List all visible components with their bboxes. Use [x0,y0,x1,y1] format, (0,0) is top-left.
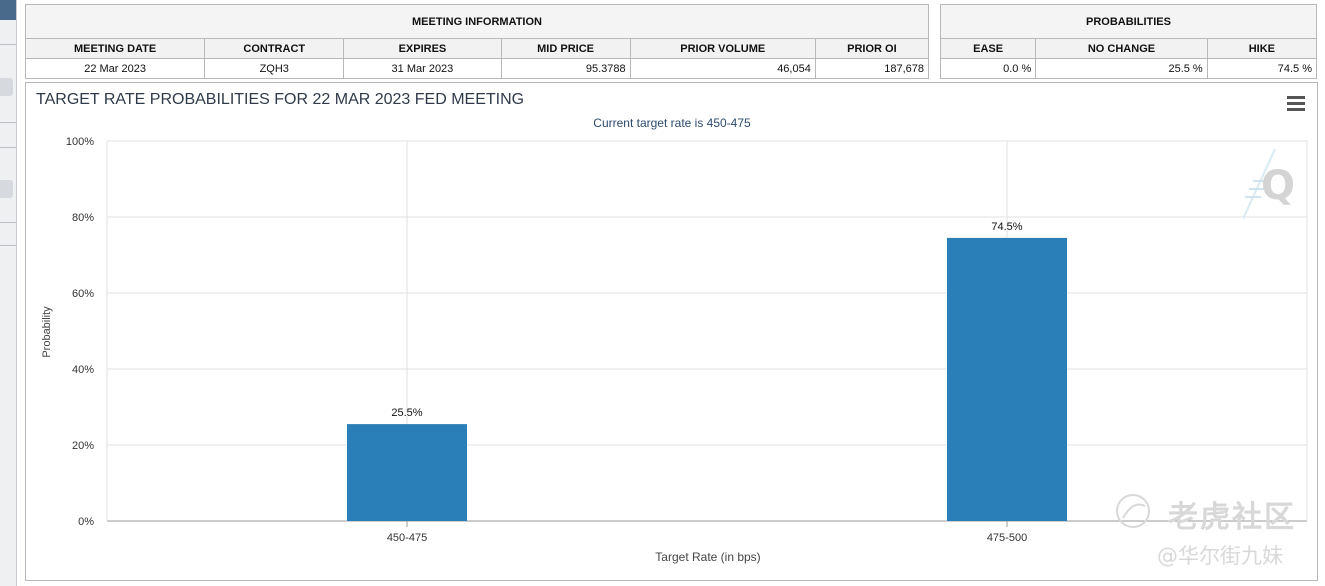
sidebar-divider [0,147,16,148]
col-mid-price: MID PRICE [500,38,631,59]
chart-subtitle: Current target rate is 450-475 [593,116,751,130]
y-axis-title: Probability [41,306,53,358]
col-hike: HIKE [1206,38,1318,59]
col-ease: EASE [939,38,1037,59]
meeting-information-table: MEETING INFORMATION MEETING DATE CONTRAC… [24,4,930,79]
x-tick-label: 475-500 [987,532,1027,544]
mid-price-value: 95.3788 [500,58,631,79]
y-tick-label: 60% [72,288,94,300]
sidebar-button[interactable] [0,180,13,198]
q-logo-icon: Q [1243,149,1295,219]
y-tick-label: 0% [78,516,94,528]
sidebar-button[interactable] [0,78,13,96]
sidebar-divider [0,245,16,246]
probabilities-header: PROBABILITIES [940,4,1317,39]
bar-chart: 0% 20% 40% 60% 80% 100% 25.5% 450-475 74.5% 475-5… [36,91,1308,564]
y-tick-label: 80% [72,212,94,224]
col-no-change: NO CHANGE [1035,38,1208,59]
sidebar-divider [0,122,16,123]
col-prior-volume: PRIOR VOLUME [629,38,816,59]
tiger-logo-icon [1116,494,1150,528]
left-sidebar [0,0,17,586]
probabilities-table: PROBABILITIES EASE NO CHANGE HIKE 0.0 % … [939,4,1318,79]
ease-value: 0.0 % [939,58,1037,79]
watermark-community: 老虎社区 [1168,500,1296,535]
chart-panel: 0% 20% 40% 60% 80% 100% 25.5% 450-475 74.5% 475-5… [25,82,1318,581]
x-axis-title: Target Rate (in bps) [655,550,760,564]
x-tick-label: 450-475 [387,532,427,544]
expires-value: 31 Mar 2023 [343,58,502,79]
sidebar-divider [0,222,16,223]
prior-volume-value: 46,054 [629,58,816,79]
y-tick-label: 20% [72,440,94,452]
meeting-date-value: 22 Mar 2023 [24,58,206,79]
chart-menu-icon[interactable] [1287,96,1305,112]
col-meeting-date: MEETING DATE [24,38,206,59]
sidebar-active-tab[interactable] [0,0,16,20]
contract-value: ZQH3 [204,58,345,79]
y-tick-label: 100% [66,136,94,148]
bar-data-label: 74.5% [991,221,1022,233]
col-contract: CONTRACT [204,38,345,59]
bar-450-475[interactable] [347,424,467,521]
bar-475-500[interactable] [947,237,1067,521]
meeting-information-header: MEETING INFORMATION [25,4,929,39]
y-tick-label: 40% [72,364,94,376]
col-prior-oi: PRIOR OI [814,38,930,59]
no-change-value: 25.5 % [1035,58,1208,79]
svg-text:Q: Q [1261,163,1295,209]
col-expires: EXPIRES [343,38,502,59]
sidebar-divider [0,44,16,45]
watermark-author: @华尔街九妹 [1157,544,1283,568]
hike-value: 74.5 % [1206,58,1318,79]
chart-title: TARGET RATE PROBABILITIES FOR 22 MAR 202… [36,91,524,108]
table-row: 22 Mar 2023 ZQH3 31 Mar 2023 95.3788 46,… [24,58,930,79]
table-row: 0.0 % 25.5 % 74.5 % [939,58,1318,79]
prior-oi-value: 187,678 [814,58,930,79]
bar-data-label: 25.5% [391,407,422,419]
